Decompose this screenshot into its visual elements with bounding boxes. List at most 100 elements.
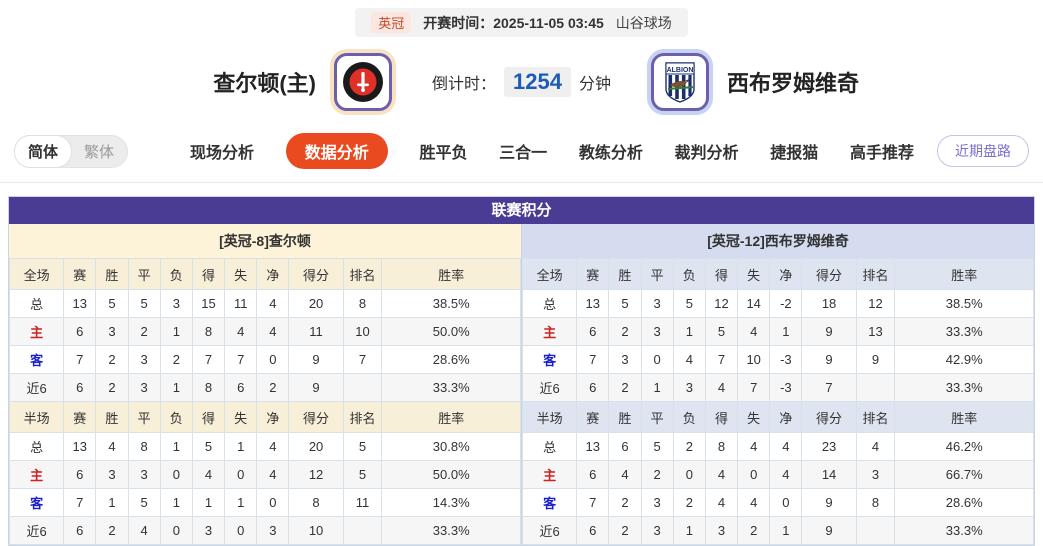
stat-cell: 3	[191, 516, 226, 545]
section-header-row: 全场赛胜平负得失净得分 排名 胜率	[521, 258, 1034, 290]
language-toggle[interactable]: 简体 繁体	[14, 134, 129, 168]
recent-odds-button[interactable]: 近期盘路	[937, 135, 1029, 167]
stat-cell: 2	[127, 317, 161, 346]
stat-cell: 5	[608, 289, 642, 318]
countdown-value: 1254	[504, 67, 571, 97]
stat-cell: 4	[672, 345, 706, 374]
lang-simplified[interactable]: 简体	[14, 134, 73, 168]
stat-cell: 4	[224, 317, 258, 346]
stat-cell: 7	[576, 488, 610, 517]
away-team-block: ALBION 西布罗姆维奇	[651, 53, 1043, 111]
match-info-bar: 英冠 开赛时间：2025-11-05 03:45 山谷球场	[355, 8, 688, 37]
stat-cell: 1	[224, 432, 258, 461]
stat-cell: 8	[288, 488, 344, 517]
column-header: 胜率	[894, 258, 1034, 290]
tab-jiebao-cat[interactable]: 捷报猫	[770, 145, 819, 162]
column-header: 得分	[801, 258, 857, 290]
stat-cell: 4	[256, 460, 290, 489]
stat-cell: 6	[576, 460, 610, 489]
column-header: 净	[256, 401, 290, 433]
win-rate-cell: 50.0%	[381, 317, 521, 346]
lang-traditional[interactable]: 繁体	[84, 143, 115, 161]
away-stats-section: [英冠-12]西布罗姆维奇 全场赛胜平负得失净得分 排名 胜率总 13 5 3 5 12 14-…	[521, 224, 1034, 545]
stat-cell: 3	[127, 345, 161, 374]
stat-cell: 9	[801, 488, 857, 517]
stat-cell: 7	[224, 345, 258, 374]
league-points-panel: 联赛积分 [英冠-8]查尔顿 全场赛胜平负得失净得分 排名 胜率总 13 5 5 3 15 11…	[8, 196, 1035, 546]
stat-cell: 23	[801, 432, 857, 461]
tab-referee-analysis[interactable]: 裁判分析	[674, 145, 739, 162]
league-badge: 英冠	[371, 12, 412, 33]
stat-cell: 3	[608, 345, 642, 374]
panel-title: 联赛积分	[9, 197, 1034, 224]
tab-win-draw-loss[interactable]: 胜平负	[419, 145, 468, 162]
stat-cell: 10	[342, 317, 383, 346]
win-rate-cell: 33.3%	[894, 373, 1034, 402]
stat-cell: 14	[801, 460, 857, 489]
stat-cell: 18	[801, 289, 857, 318]
tab-coach-analysis[interactable]: 教练分析	[578, 145, 643, 162]
away-team-logo: ALBION	[651, 53, 709, 111]
stat-cell: 4	[191, 460, 226, 489]
tab-data-analysis[interactable]: 数据分析	[285, 133, 388, 169]
stat-cell: 1	[672, 516, 706, 545]
stat-cell: 5	[127, 289, 161, 318]
row-label: 客	[521, 345, 578, 374]
stat-cell: 1	[95, 488, 129, 517]
column-header: 负	[159, 401, 193, 433]
column-header: 净	[769, 401, 803, 433]
section-label: 全场	[521, 258, 578, 290]
stat-cell: 11	[224, 289, 258, 318]
column-header: 排名	[855, 401, 896, 433]
column-header: 净	[256, 258, 290, 290]
row-label: 主	[8, 317, 65, 346]
column-header: 胜	[608, 401, 642, 433]
home-team-name: 查尔顿(主)	[213, 71, 316, 96]
stat-cell: 9	[801, 345, 857, 374]
column-header: 排名	[855, 258, 896, 290]
home-table-title: [英冠-8]查尔顿	[9, 224, 521, 258]
stat-cell: 1	[224, 488, 258, 517]
stat-cell: 4	[704, 488, 739, 517]
stats-row: 客 7 3 0 4 7 10 -3 9 9 42.9%	[521, 345, 1034, 374]
stats-row: 总 13 5 3 5 12 14 -2 18 12 38.5%	[521, 289, 1034, 318]
row-label: 总	[8, 432, 65, 461]
stat-cell: 10	[737, 345, 771, 374]
stat-cell: 7	[191, 345, 226, 374]
stats-row: 总 13 5 5 3 15 11 4 20 8 38.5%	[8, 289, 521, 318]
stat-cell: 6	[63, 317, 97, 346]
stat-cell: 3	[127, 460, 161, 489]
stat-cell: -2	[769, 289, 803, 318]
stat-cell: 7	[63, 345, 97, 374]
stat-cell: 5	[672, 289, 706, 318]
stat-cell: 5	[704, 317, 739, 346]
section-header-row: 全场赛胜平负得失净得分 排名 胜率	[8, 258, 521, 290]
tab-three-in-one[interactable]: 三合一	[499, 145, 548, 162]
win-rate-cell: 66.7%	[894, 460, 1034, 489]
stat-cell: 9	[288, 345, 344, 374]
home-stats-table: 全场赛胜平负得失净得分 排名 胜率总 13 5 5 3 15 11 4 20 8 38.5% 主 6 3 2 1 8…	[8, 258, 521, 545]
column-header: 失	[737, 258, 771, 290]
column-header: 得	[704, 258, 739, 290]
stat-cell: 12	[704, 289, 739, 318]
section-label: 半场	[521, 401, 578, 433]
charlton-crest-icon	[343, 62, 383, 102]
win-rate-cell: 28.6%	[381, 345, 521, 374]
column-header: 胜率	[894, 401, 1034, 433]
stats-row: 近6 6 2 4 0 3 0 3 10 33.3%	[8, 516, 521, 545]
tab-expert-picks[interactable]: 高手推荐	[849, 145, 914, 162]
stat-cell: 2	[608, 373, 642, 402]
stat-cell: 4	[704, 373, 739, 402]
stat-cell: 5	[342, 460, 383, 489]
tab-live-analysis[interactable]: 现场分析	[190, 145, 255, 162]
stat-cell: 7	[737, 373, 771, 402]
stat-cell: 0	[769, 488, 803, 517]
row-label: 客	[8, 488, 65, 517]
column-header: 平	[640, 401, 674, 433]
stat-cell: 0	[159, 460, 193, 489]
stat-cell: 6	[576, 516, 610, 545]
stat-cell: 7	[63, 488, 97, 517]
stat-cell: 4	[737, 432, 771, 461]
stats-row: 总 13 6 5 2 8 4 4 23 4 46.2%	[521, 432, 1034, 461]
stat-cell: 6	[63, 516, 97, 545]
